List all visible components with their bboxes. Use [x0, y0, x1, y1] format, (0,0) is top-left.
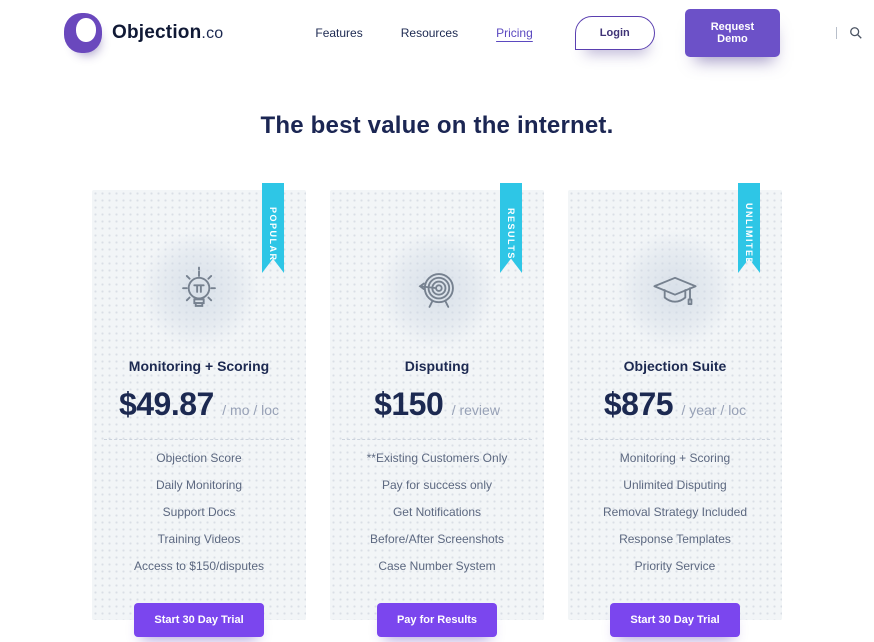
plan-price-unit: / review: [451, 402, 500, 418]
main-nav: Features Resources Pricing: [315, 26, 532, 40]
target-icon: [377, 230, 497, 350]
brand-name-text: Objection: [112, 22, 202, 43]
login-button[interactable]: Login: [574, 16, 655, 50]
plan-price-unit: / year / loc: [681, 402, 747, 418]
feature-item: Support Docs: [162, 504, 236, 519]
feature-item: Get Notifications: [392, 504, 482, 519]
top-navigation-bar: Objection.co Features Resources Pricing …: [0, 0, 874, 66]
plan-divider: [342, 439, 532, 440]
plan-price: $49.87: [118, 386, 214, 422]
ribbon-results: RESULTS: [500, 183, 522, 273]
feature-item: Before/After Screenshots: [369, 531, 505, 546]
feature-item: Pay for success only: [381, 477, 493, 492]
plan-title: Objection Suite: [623, 358, 727, 374]
ribbon-label: POPULAR: [268, 206, 278, 262]
plan-title: Disputing: [404, 358, 470, 374]
start-trial-button[interactable]: Start 30 Day Trial: [610, 603, 740, 637]
plan-price: $875: [603, 386, 674, 422]
ribbon-label: RESULTS: [506, 208, 516, 260]
plan-price-row: $875 / year / loc: [568, 386, 782, 423]
pricing-plans-row: POPULAR Monitoring + Scoring $49.87 / mo…: [0, 183, 874, 637]
feature-item: **Existing Customers Only: [366, 450, 508, 465]
plan-divider: [104, 439, 294, 440]
feature-item: Daily Monitoring: [155, 477, 243, 492]
nav-link-pricing[interactable]: Pricing: [496, 26, 533, 40]
feature-item: Training Videos: [157, 531, 241, 546]
plan-feature-list: **Existing Customers Only Pay for succes…: [330, 444, 544, 579]
feature-item: Removal Strategy Included: [602, 504, 748, 519]
feature-item: Access to $150/disputes: [133, 558, 265, 573]
brand-tld-text: .co: [201, 25, 224, 42]
ribbon-label: UNLIMITED: [744, 202, 754, 266]
plan-price-unit: / mo / loc: [222, 402, 280, 418]
plan-card-disputing: RESULTS Disputing $150 / review **Existi…: [330, 183, 544, 637]
feature-item: Case Number System: [378, 558, 496, 573]
plan-price-row: $150 / review: [330, 386, 544, 423]
nav-link-features[interactable]: Features: [315, 26, 363, 40]
feature-item: Response Templates: [619, 531, 731, 546]
objection-logo-icon: [64, 13, 102, 53]
feature-item: Monitoring + Scoring: [619, 450, 731, 465]
header-icon-group: 0: [836, 26, 874, 40]
page-title: The best value on the internet.: [260, 112, 614, 139]
feature-item: Unlimited Disputing: [623, 477, 727, 492]
nav-link-resources[interactable]: Resources: [400, 26, 459, 40]
feature-item: Priority Service: [634, 558, 716, 573]
plan-card-suite: UNLIMITED Objection Suite $875 / year / …: [568, 183, 782, 637]
plan-feature-list: Objection Score Daily Monitoring Support…: [92, 444, 306, 579]
plan-price: $150: [374, 386, 444, 422]
plan-title: Monitoring + Scoring: [128, 358, 270, 374]
ribbon-unlimited: UNLIMITED: [738, 183, 760, 273]
feature-item: Objection Score: [156, 450, 242, 465]
ribbon-popular: POPULAR: [262, 183, 284, 273]
plan-card-monitoring: POPULAR Monitoring + Scoring $49.87 / mo…: [92, 183, 306, 637]
pay-for-results-button[interactable]: Pay for Results: [376, 603, 498, 637]
plan-price-row: $49.87 / mo / loc: [92, 386, 306, 423]
plan-divider: [580, 439, 770, 440]
lightbulb-icon: [139, 230, 259, 350]
brand-name: Objection.co: [112, 22, 223, 44]
plan-feature-list: Monitoring + Scoring Unlimited Disputing…: [568, 444, 782, 579]
graduation-cap-icon: [615, 230, 735, 350]
search-icon[interactable]: [849, 26, 863, 40]
header-divider: [836, 27, 838, 39]
request-demo-button[interactable]: Request Demo: [684, 9, 781, 57]
brand-logo[interactable]: Objection.co: [64, 13, 223, 53]
start-trial-button[interactable]: Start 30 Day Trial: [134, 603, 264, 637]
